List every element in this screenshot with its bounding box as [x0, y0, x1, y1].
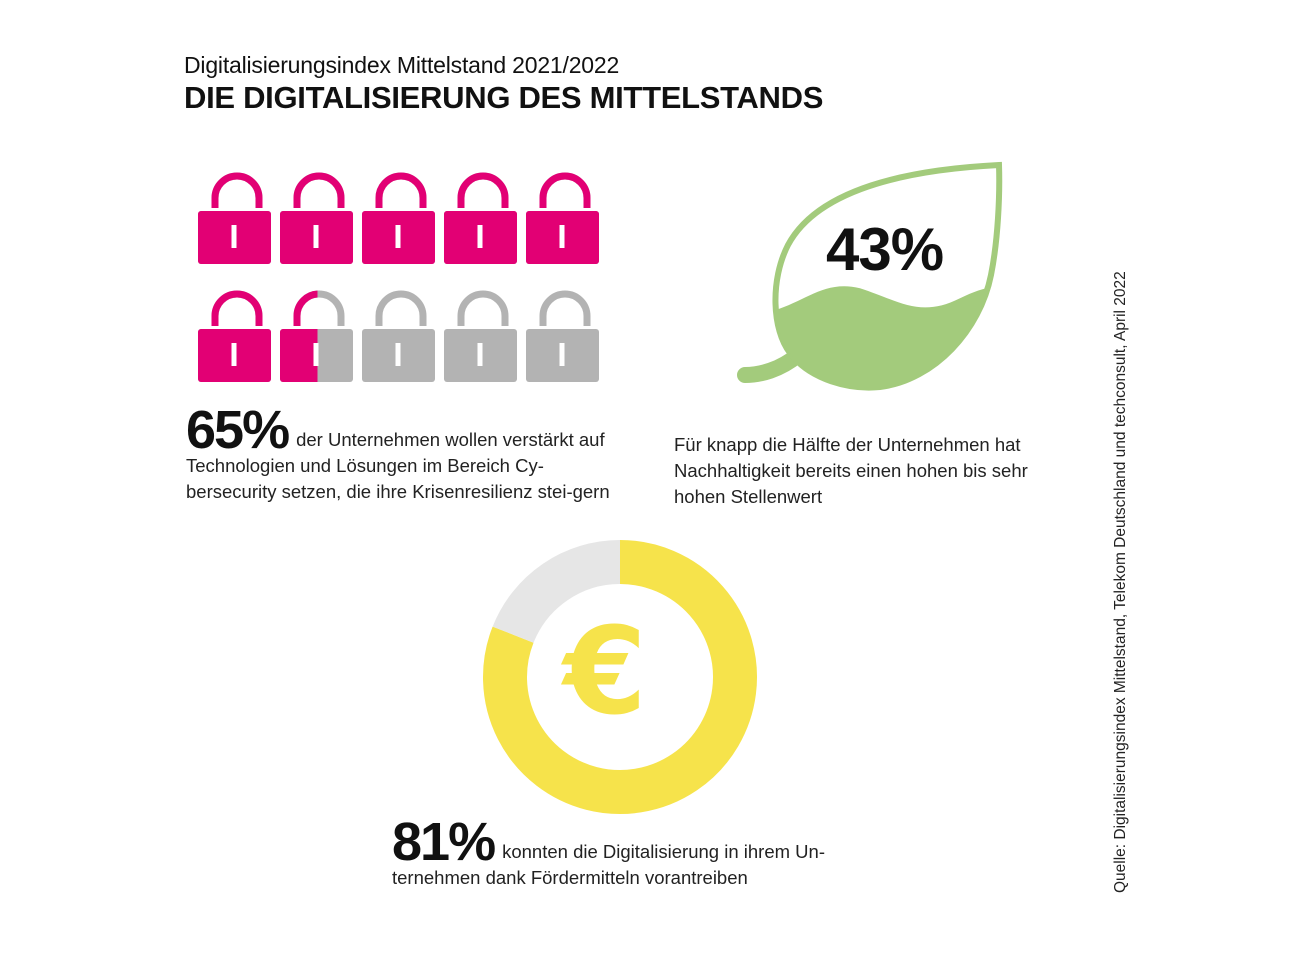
- lock-icon: [444, 172, 517, 264]
- lock-icon: [362, 172, 435, 264]
- stat-funding-value: 81%: [392, 812, 496, 872]
- stat-sustainability: Für knapp die Hälfte der Unternehmen hat…: [674, 432, 1074, 510]
- donut-chart: €: [483, 540, 757, 814]
- lock-icon: [198, 290, 271, 382]
- stat-cyber-text: der Unternehmen wollen verstärkt auf Tec…: [186, 429, 610, 502]
- lock-icon: [280, 172, 353, 264]
- lock-icon: [198, 172, 271, 264]
- stat-funding-text: konnten die Digitalisierung in ihrem Un-…: [392, 841, 825, 888]
- stat-cyber-value: 65%: [186, 400, 290, 460]
- leaf-chart: [737, 161, 1003, 391]
- lock-pictogram: [198, 172, 599, 382]
- leaf-percent-label: 43%: [826, 216, 944, 283]
- subtitle: Digitalisierungsindex Mittelstand 2021/2…: [184, 52, 620, 78]
- lock-icon: [362, 290, 435, 382]
- leaf-stem: [737, 347, 806, 383]
- lock-icon: [526, 290, 599, 382]
- donut-slice-rest: [492, 540, 621, 644]
- stat-sustainability-text: Für knapp die Hälfte der Unternehmen hat…: [674, 434, 1028, 507]
- stat-funding: 81% konnten die Digitalisierung in ihrem …: [392, 815, 862, 891]
- donut-slice-ja: [483, 540, 757, 814]
- lock-icon: [444, 290, 517, 382]
- page-title: DIE DIGITALISIERUNG DES MITTELSTANDS: [184, 80, 824, 115]
- stat-cybersecurity: 65% der Unternehmen wollen verstärkt auf …: [186, 403, 616, 505]
- lock-icon: [280, 290, 353, 382]
- lock-icon: [526, 172, 599, 264]
- source-note: Quelle: Digitalisierungsindex Mittelstan…: [1112, 271, 1129, 893]
- euro-icon: €: [560, 603, 647, 742]
